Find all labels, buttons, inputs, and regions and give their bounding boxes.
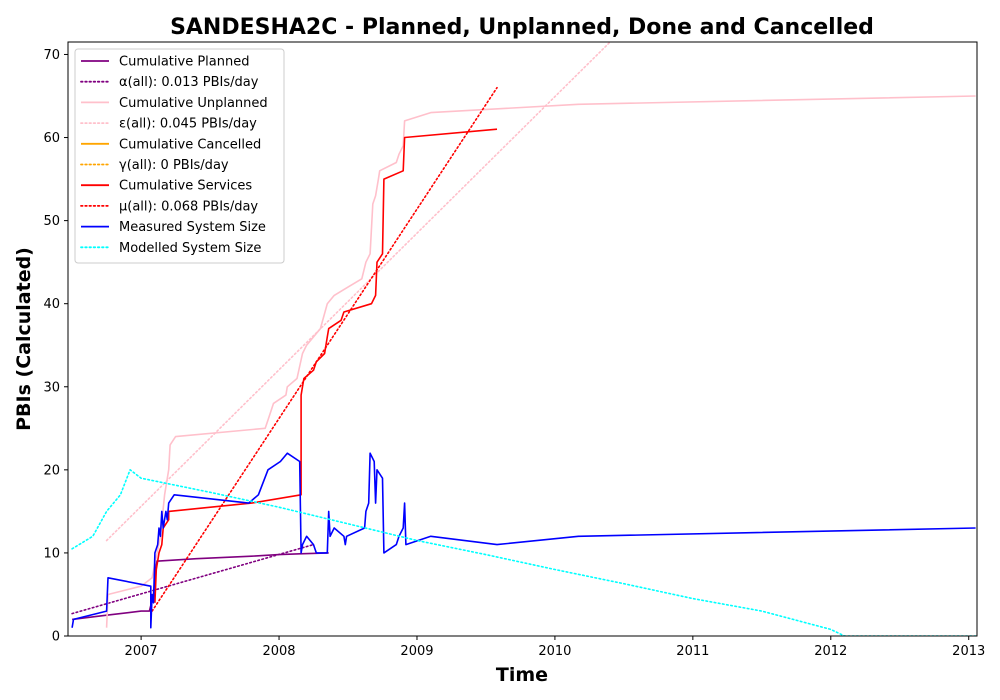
- legend-label-1: α(all): 0.013 PBIs/day: [119, 75, 259, 90]
- y-tick-label: 20: [43, 463, 60, 478]
- legend-box: [74, 48, 285, 264]
- legend-label-3: ε(all): 0.045 PBIs/day: [119, 117, 257, 132]
- series-line-0: [72, 552, 329, 621]
- legend-label-4: Cumulative Cancelled: [119, 137, 261, 152]
- legend-label-8: Measured System Size: [119, 220, 266, 235]
- series-layer: [71, 42, 977, 636]
- x-axis: 2007 2008 2009 2010 2011 2012 2013: [125, 636, 985, 659]
- y-tick-label: 10: [43, 546, 60, 561]
- series-line-1: [71, 543, 315, 615]
- x-tick-label: 2008: [262, 644, 295, 659]
- y-tick-label: 60: [43, 131, 60, 146]
- series-line-8: [71, 452, 976, 629]
- x-tick-label: 2013: [952, 644, 985, 659]
- y-tick-label: 40: [43, 297, 60, 312]
- legend-label-5: γ(all): 0 PBIs/day: [119, 158, 229, 173]
- x-tick-label: 2010: [538, 644, 571, 659]
- legend-label-0: Cumulative Planned: [119, 55, 249, 70]
- y-tick-label: 50: [43, 214, 60, 229]
- y-tick-label: 0: [52, 630, 60, 645]
- y-tick-label: 70: [43, 48, 60, 63]
- series-line-7: [151, 86, 498, 612]
- x-tick-label: 2011: [676, 644, 709, 659]
- legend-label-6: Cumulative Services: [119, 179, 252, 194]
- y-axis: 0 10 20 30 40 50 60 70: [43, 48, 68, 645]
- series-line-2: [105, 95, 976, 628]
- y-tick-label: 30: [43, 380, 60, 395]
- plot-frame: [67, 41, 978, 637]
- legend-label-2: Cumulative Unplanned: [119, 96, 268, 111]
- x-tick-label: 2012: [814, 644, 847, 659]
- x-tick-label: 2009: [400, 644, 433, 659]
- series-line-3: [105, 42, 611, 542]
- legend: Cumulative Planned α(all): 0.013 PBIs/day…: [74, 48, 285, 264]
- legend-label-7: μ(all): 0.068 PBIs/day: [119, 199, 258, 214]
- x-tick-label: 2007: [125, 644, 158, 659]
- plot-area: 2007 2008 2009 2010 2011 2012 2013 0 10 20 30 40 50…: [43, 41, 985, 659]
- legend-label-9: Modelled System Size: [119, 241, 261, 256]
- y-axis-title: PBIs (Calculated): [13, 247, 35, 431]
- series-line-9: [71, 469, 977, 636]
- chart-title: SANDESHA2C - Planned, Unplanned, Done an…: [170, 15, 874, 40]
- x-axis-title: Time: [496, 664, 548, 686]
